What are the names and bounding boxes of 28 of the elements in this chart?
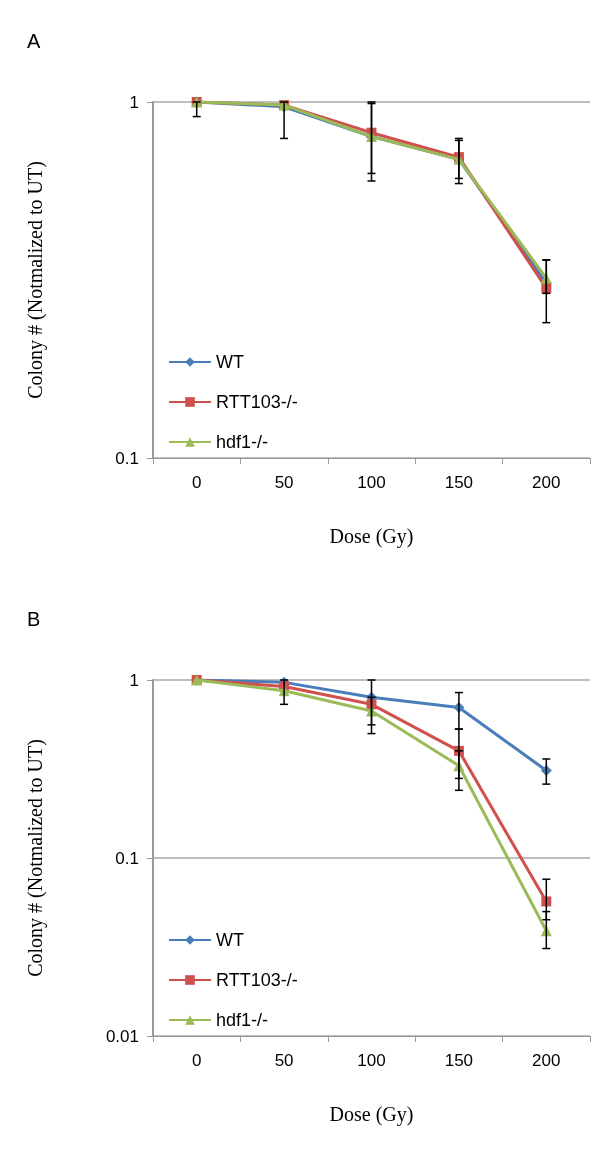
y-tick-label: 1	[129, 670, 139, 690]
legend-label: WT	[216, 352, 244, 372]
point	[541, 896, 552, 907]
y-axis-title: Colony # (Notmalized to UT)	[24, 161, 47, 399]
x-tick-label: 150	[444, 473, 474, 492]
legend-label: RTT103-/-	[216, 392, 298, 412]
chart-title: A	[27, 30, 41, 52]
x-tick-label: 150	[444, 1051, 474, 1070]
x-tick-label: 50	[274, 473, 294, 492]
y-tick-label: 0.1	[115, 448, 139, 468]
y-tick-label: 0.1	[115, 848, 139, 868]
x-tick-label: 200	[532, 1051, 561, 1070]
y-tick-label: 0.01	[105, 1026, 139, 1046]
x-tick-label: 200	[532, 473, 561, 492]
legend-label: hdf1-/-	[216, 1010, 269, 1030]
legend-label: WT	[216, 930, 244, 950]
y-tick-label: 1	[129, 92, 139, 112]
y-axis-title: Colony # (Notmalized to UT)	[24, 739, 47, 977]
chart-title: B	[27, 608, 41, 630]
x-tick-label: 0	[191, 473, 202, 492]
x-tick-label: 0	[191, 1051, 202, 1070]
x-axis-title: Dose (Gy)	[329, 525, 414, 548]
x-tick-label: 100	[357, 473, 386, 492]
legend-label: hdf1-/-	[216, 432, 269, 452]
x-tick-label: 50	[274, 1051, 294, 1070]
x-tick-label: 100	[357, 1051, 386, 1070]
x-axis-title: Dose (Gy)	[329, 1103, 414, 1126]
legend-label: RTT103-/-	[216, 970, 298, 990]
